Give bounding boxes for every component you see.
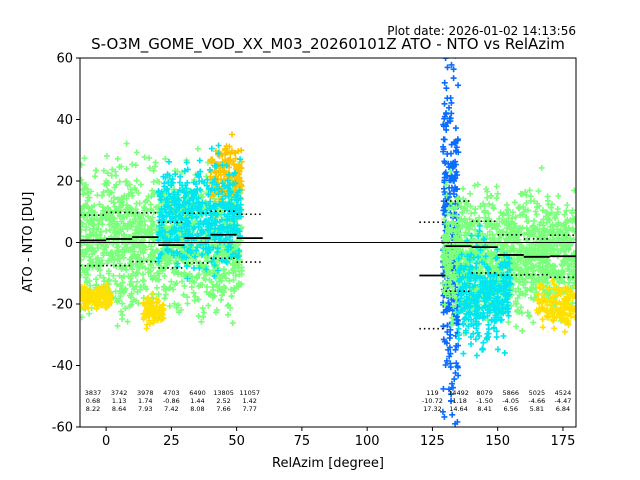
x-axis: 0 25 50 75 100 125 150 175 — [102, 427, 575, 449]
bin-stat-label: 5025 — [529, 389, 546, 397]
y-tick-label: -60 — [52, 421, 73, 436]
scatter-points — [80, 58, 576, 427]
y-axis-label: ATO - NTO [DU] — [21, 192, 36, 293]
bin-stat-label: 17.32 — [423, 405, 442, 413]
bin-stat-label: 3837 — [85, 389, 102, 397]
x-tick-label: 175 — [551, 434, 576, 449]
point-cluster — [80, 280, 114, 312]
bin-stat-label: 8.08 — [190, 405, 204, 413]
bin-stat-label: 14492 — [448, 389, 469, 397]
bin-stat-label: 5866 — [502, 389, 519, 397]
x-tick-label: 75 — [294, 434, 311, 449]
bin-stat-label: 0.68 — [86, 397, 100, 405]
x-tick-label: 150 — [485, 434, 510, 449]
bin-stat-label: 1.13 — [112, 397, 126, 405]
bin-stat-label: 6.84 — [556, 405, 570, 413]
bin-stat-label: 119 — [426, 389, 438, 397]
bin-stat-label: 11057 — [239, 389, 260, 397]
point-cluster — [533, 278, 576, 335]
bin-stat-label: 4703 — [163, 389, 180, 397]
bin-stat-label: 1.42 — [242, 397, 256, 405]
chart-title: S-O3M_GOME_VOD_XX_M03_20260101Z ATO - NT… — [91, 35, 565, 54]
x-tick-label: 25 — [163, 434, 180, 449]
bin-stat-label: 6490 — [189, 389, 206, 397]
bin-stat-label: -1.18 — [450, 397, 467, 405]
bin-stat-label: -0.86 — [163, 397, 180, 405]
bin-stat-label: 7.66 — [216, 405, 230, 413]
bin-stat-label: 6.56 — [503, 405, 517, 413]
x-tick-label: 50 — [228, 434, 245, 449]
y-tick-label: -40 — [52, 359, 73, 374]
bin-stat-label: 7.77 — [242, 405, 256, 413]
y-tick-label: 40 — [56, 113, 73, 128]
plot-date: Plot date: 2026-01-02 14:13:56 — [387, 24, 576, 38]
bin-stat-label: -1.50 — [476, 397, 493, 405]
bin-stat-label: 5.81 — [530, 405, 544, 413]
bin-stat-label: 2.52 — [216, 397, 230, 405]
y-axis: -60 -40 -20 0 20 40 60 — [52, 52, 80, 436]
bin-stat-label: -4.47 — [555, 397, 572, 405]
bin-stat-label: -4.66 — [528, 397, 545, 405]
y-tick-label: -20 — [52, 298, 73, 313]
bin-stat-label: 7.42 — [164, 405, 178, 413]
bin-stat-label: 4524 — [555, 389, 572, 397]
bin-stat-label: 7.93 — [138, 405, 152, 413]
bin-stat-label: 1.44 — [190, 397, 204, 405]
bin-statistics-lines — [80, 200, 576, 330]
bin-stat-label: 8.64 — [112, 405, 126, 413]
bin-stat-label: 1.74 — [138, 397, 152, 405]
y-tick-label: 20 — [56, 175, 73, 190]
bin-stat-label: 8.41 — [477, 405, 491, 413]
bin-stat-label: 8.22 — [86, 405, 100, 413]
bin-stat-label: -10.72 — [422, 397, 443, 405]
bin-stat-label: 3978 — [137, 389, 154, 397]
y-tick-label: 60 — [56, 52, 73, 67]
point-cluster — [155, 142, 245, 282]
x-axis-label: RelAzim [degree] — [272, 456, 384, 471]
bin-stat-label: -4.05 — [502, 397, 519, 405]
bin-stat-label: 8079 — [476, 389, 493, 397]
y-tick-label: 0 — [65, 236, 73, 251]
point-cluster — [140, 290, 167, 332]
bin-stat-label: 13805 — [213, 389, 234, 397]
x-tick-label: 100 — [355, 434, 380, 449]
bin-stat-label: 14.64 — [449, 405, 468, 413]
x-tick-label: 0 — [102, 434, 110, 449]
x-tick-label: 125 — [420, 434, 445, 449]
bin-stat-label: 3742 — [111, 389, 128, 397]
